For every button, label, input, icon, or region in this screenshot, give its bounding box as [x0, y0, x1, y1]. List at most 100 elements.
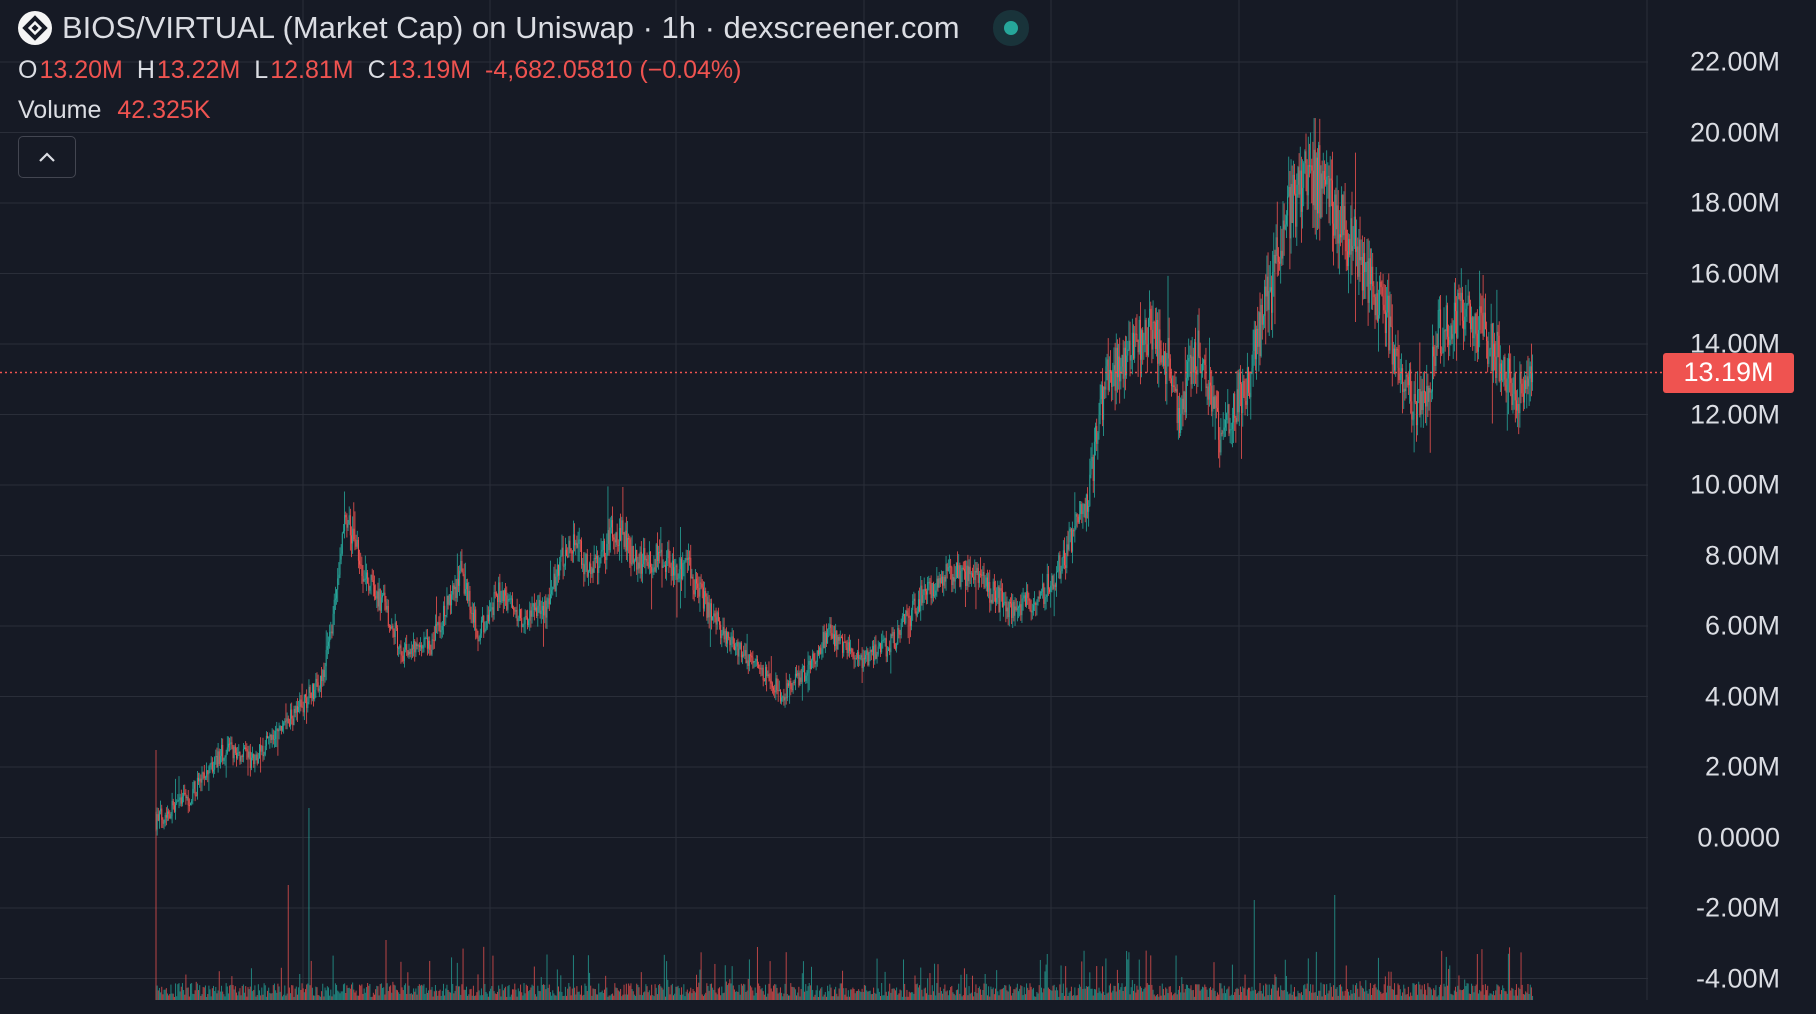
volume-bar: [747, 978, 749, 1000]
candle-body: [664, 565, 666, 572]
volume-bar: [248, 989, 250, 1000]
volume-bar: [508, 984, 510, 1000]
volume-bar: [482, 995, 484, 1000]
candle-body: [1413, 393, 1415, 420]
volume-bar: [376, 985, 378, 1000]
candle-body: [196, 777, 198, 796]
candle-body: [985, 577, 987, 587]
candle-body: [324, 666, 326, 678]
volume-bar: [1019, 988, 1021, 1000]
volume-bar: [524, 993, 526, 1000]
candle-body: [1182, 398, 1184, 410]
candle-body: [1418, 389, 1420, 391]
volume-bar: [1303, 985, 1305, 1000]
volume-bar: [378, 995, 380, 1000]
volume-bar: [204, 985, 206, 1000]
candle-body: [1015, 606, 1017, 611]
volume-bar: [1166, 988, 1168, 1000]
candle-body: [469, 590, 471, 610]
volume-bar: [883, 995, 885, 1000]
candle-body: [425, 637, 427, 639]
candle-body: [920, 585, 922, 612]
volume-bar: [1342, 991, 1344, 1000]
volume-bar: [270, 993, 272, 1000]
candle-body: [1526, 376, 1528, 390]
volume-bar: [585, 985, 587, 1000]
candle-body: [386, 605, 388, 610]
candle-body: [282, 725, 283, 731]
volume-bar: [604, 989, 605, 1000]
volume-bar: [980, 989, 982, 1000]
volume-bar: [683, 984, 685, 1000]
candle-body: [671, 560, 673, 577]
volume-bar: [321, 991, 323, 1000]
volume-bar: [935, 995, 937, 1000]
volume-bar: [774, 984, 776, 1000]
volume-bar: [186, 987, 188, 1000]
candle-body: [617, 545, 619, 547]
candle-body: [222, 744, 224, 761]
volume-bar: [230, 984, 232, 1000]
volume-readout: Volume 42.325K: [18, 96, 1018, 130]
candle-body: [451, 594, 453, 606]
volume-bar: [617, 990, 619, 1000]
candle-body: [291, 709, 293, 719]
candle-body: [279, 725, 281, 731]
volume-bar: [336, 984, 338, 1000]
candle-body: [923, 589, 925, 595]
volume-bar: [1134, 983, 1136, 1000]
volume-bar: [831, 996, 833, 1000]
volume-bar: [1222, 993, 1224, 1000]
volume-bar: [1442, 996, 1444, 1000]
volume-bar: [717, 988, 719, 1000]
volume-bar: [928, 994, 930, 1000]
candle-body: [1016, 608, 1018, 611]
volume-bar: [664, 996, 666, 1000]
candle-body: [835, 630, 837, 647]
candle-body: [359, 560, 361, 565]
candle-body: [158, 811, 160, 821]
volume-bar: [269, 992, 271, 1000]
candle-body: [995, 590, 996, 603]
volume-bar: [814, 994, 816, 1000]
candle-body: [785, 697, 787, 699]
volume-bar: [1432, 995, 1433, 1000]
candle-body: [592, 568, 594, 573]
volume-bar: [880, 996, 881, 1000]
candle-body: [1184, 391, 1186, 413]
volume-bar: [977, 987, 979, 1000]
volume-bar: [564, 986, 566, 1000]
volume-bar: [382, 987, 384, 1000]
candle-body: [439, 623, 441, 633]
candle-body: [1193, 342, 1195, 373]
collapse-legend-button[interactable]: [18, 136, 76, 178]
volume-bar: [405, 983, 407, 1000]
volume-bar: [762, 991, 764, 1000]
volume-bar: [406, 993, 408, 1000]
last-price-tag: 13.19M: [1663, 352, 1794, 393]
volume-bar: [361, 984, 363, 1000]
volume-bar: [429, 960, 431, 1000]
candle-body: [682, 563, 684, 580]
candle-body: [215, 755, 217, 758]
volume-bar: [1216, 992, 1218, 1000]
volume-bar: [1241, 992, 1243, 1000]
volume-bar: [732, 985, 734, 1000]
candle-body: [1006, 607, 1008, 612]
candle-body: [1421, 391, 1423, 411]
candle-body: [486, 614, 488, 629]
candle-body: [855, 658, 857, 660]
candle-body: [495, 593, 497, 596]
candle-body: [574, 534, 576, 546]
volume-bar: [1165, 987, 1167, 1000]
candle-body: [943, 576, 945, 586]
volume-bar: [1484, 984, 1486, 1000]
volume-bar: [523, 983, 525, 1000]
volume-bar: [164, 989, 166, 1000]
volume-bar: [995, 988, 996, 1000]
candle-body: [1457, 293, 1459, 338]
candle-body: [1090, 461, 1092, 475]
candle-body: [566, 549, 568, 556]
volume-bar: [545, 989, 547, 1000]
